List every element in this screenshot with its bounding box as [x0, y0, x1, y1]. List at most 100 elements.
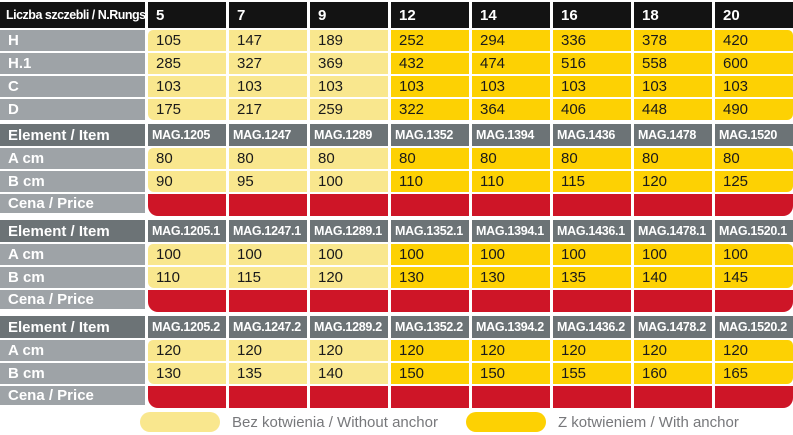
price-label-cell: Cena / Price: [0, 194, 145, 213]
size-value-cell: 115: [553, 171, 631, 192]
dimension-value-cell: 103: [310, 76, 388, 97]
price-cell: [715, 194, 793, 216]
size-value-cell: 135: [553, 267, 631, 288]
dimension-label-cell: H: [0, 30, 145, 51]
price-cell: [472, 194, 550, 216]
legend-swatch-with-anchor: [465, 412, 546, 432]
dimension-value-cell: 336: [553, 30, 631, 51]
item-code-cell: MAG.1352.2: [391, 316, 469, 338]
legend: Bez kotwienia / Without anchor Z kotwieni…: [0, 412, 793, 432]
element-header-row: Element / Item MAG.1205.2 MAG.1247.2 MAG.12…: [0, 316, 793, 338]
dimension-value-cell: 175: [148, 99, 226, 120]
size-row-a: A cm 80 80 80 80 80 80 80 80: [0, 148, 793, 169]
element-header-row: Element / Item MAG.1205.1 MAG.1247.1 MAG.12…: [0, 220, 793, 242]
dimension-label-cell: C: [0, 76, 145, 97]
item-code-cell: MAG.1394: [472, 124, 550, 146]
size-value-cell: 80: [229, 148, 307, 169]
size-value-cell: 120: [634, 171, 712, 192]
dimension-value-cell: 147: [229, 30, 307, 51]
rung-count-header-cell: 12: [391, 2, 469, 28]
dimension-value-cell: 105: [148, 30, 226, 51]
price-cell: [715, 290, 793, 312]
dimension-value-cell: 252: [391, 30, 469, 51]
size-value-cell: 80: [310, 148, 388, 169]
price-cell: [391, 194, 469, 216]
price-cell: [310, 386, 388, 408]
element-item-label-cell: Element / Item: [0, 220, 145, 242]
item-code-cell: MAG.1205.2: [148, 316, 226, 338]
size-row-b: B cm 90 95 100 110 110 115 120 125: [0, 171, 793, 192]
item-code-cell: MAG.1436.1: [553, 220, 631, 242]
price-cell: [634, 290, 712, 312]
legend-label: Z kotwieniem / With anchor: [557, 413, 739, 431]
price-cell: [229, 194, 307, 216]
rungs-header-label-cell: Liczba szczebli / N.Rungs: [0, 2, 145, 28]
price-label-cell: Cena / Price: [0, 386, 145, 405]
size-value-cell: 100: [553, 244, 631, 265]
element-item-label-cell: Element / Item: [0, 124, 145, 146]
size-value-cell: 100: [715, 244, 793, 265]
price-cell: [715, 386, 793, 408]
dimension-value-cell: 189: [310, 30, 388, 51]
price-cell: [391, 386, 469, 408]
size-value-cell: 110: [472, 171, 550, 192]
size-label-cell: A cm: [0, 340, 145, 361]
size-row-a: A cm 100 100 100 100 100 100 100 100: [0, 244, 793, 265]
item-code-cell: MAG.1352.1: [391, 220, 469, 242]
item-code-cell: MAG.1520.1: [715, 220, 793, 242]
size-value-cell: 110: [148, 267, 226, 288]
dimension-value-cell: 558: [634, 53, 712, 74]
items-section-2: Element / Item MAG.1205.1 MAG.1247.1 MAG.12…: [0, 220, 793, 312]
size-value-cell: 80: [715, 148, 793, 169]
dimension-value-cell: 103: [148, 76, 226, 97]
price-cell: [553, 386, 631, 408]
size-value-cell: 120: [148, 340, 226, 361]
dimension-value-cell: 259: [310, 99, 388, 120]
dimension-value-cell: 294: [472, 30, 550, 51]
price-row: Cena / Price: [0, 386, 793, 408]
item-code-cell: MAG.1478.2: [634, 316, 712, 338]
size-value-cell: 130: [391, 267, 469, 288]
item-code-cell: MAG.1205: [148, 124, 226, 146]
price-cell: [148, 194, 226, 216]
size-value-cell: 100: [229, 244, 307, 265]
size-value-cell: 90: [148, 171, 226, 192]
dimension-row-h-1: H.1 285 327 369 432 474 516 558 600: [0, 53, 793, 74]
rung-count-header-cell: 18: [634, 2, 712, 28]
dimension-value-cell: 103: [634, 76, 712, 97]
price-cell: [148, 290, 226, 312]
size-label-cell: B cm: [0, 267, 145, 288]
dimension-value-cell: 369: [310, 53, 388, 74]
items-section-1: Element / Item MAG.1205 MAG.1247 MAG.1289 MA…: [0, 124, 793, 216]
size-value-cell: 100: [634, 244, 712, 265]
dimension-value-cell: 432: [391, 53, 469, 74]
size-value-cell: 100: [472, 244, 550, 265]
dimension-value-cell: 406: [553, 99, 631, 120]
size-value-cell: 150: [472, 363, 550, 384]
size-value-cell: 80: [391, 148, 469, 169]
item-code-cell: MAG.1436.2: [553, 316, 631, 338]
dimension-value-cell: 490: [715, 99, 793, 120]
item-code-cell: MAG.1394.2: [472, 316, 550, 338]
dimension-value-cell: 103: [229, 76, 307, 97]
dimension-row-d: D 175 217 259 322 364 406 448 490: [0, 99, 793, 120]
size-value-cell: 115: [229, 267, 307, 288]
item-code-cell: MAG.1205.1: [148, 220, 226, 242]
size-value-cell: 100: [391, 244, 469, 265]
size-value-cell: 120: [634, 340, 712, 361]
size-value-cell: 80: [553, 148, 631, 169]
item-code-cell: MAG.1289.2: [310, 316, 388, 338]
dimension-value-cell: 103: [391, 76, 469, 97]
size-value-cell: 120: [310, 340, 388, 361]
rung-count-header-cell: 9: [310, 2, 388, 28]
item-code-cell: MAG.1247.1: [229, 220, 307, 242]
size-value-cell: 160: [634, 363, 712, 384]
item-code-cell: MAG.1352: [391, 124, 469, 146]
size-value-cell: 120: [310, 267, 388, 288]
size-value-cell: 150: [391, 363, 469, 384]
dimension-row-h: H 105 147 189 252 294 336 378 420: [0, 30, 793, 51]
item-code-cell: MAG.1247.2: [229, 316, 307, 338]
item-code-cell: MAG.1520.2: [715, 316, 793, 338]
item-code-cell: MAG.1289: [310, 124, 388, 146]
